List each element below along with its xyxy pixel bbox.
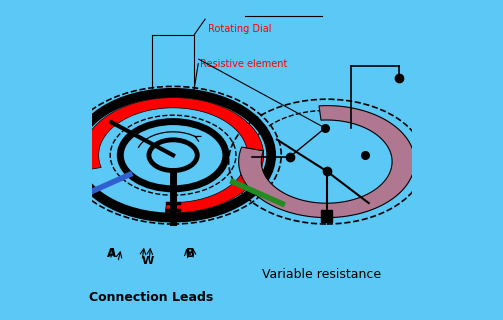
Polygon shape xyxy=(239,106,414,218)
FancyBboxPatch shape xyxy=(321,210,332,222)
Text: Connection Leads: Connection Leads xyxy=(89,291,213,304)
Text: Variable resistance: Variable resistance xyxy=(263,268,381,281)
Text: A: A xyxy=(107,247,116,260)
Text: W: W xyxy=(141,256,153,266)
Text: Resistive element: Resistive element xyxy=(200,59,288,69)
Polygon shape xyxy=(82,98,264,213)
Text: B: B xyxy=(186,247,195,260)
Text: Rotating Dial: Rotating Dial xyxy=(208,24,272,34)
